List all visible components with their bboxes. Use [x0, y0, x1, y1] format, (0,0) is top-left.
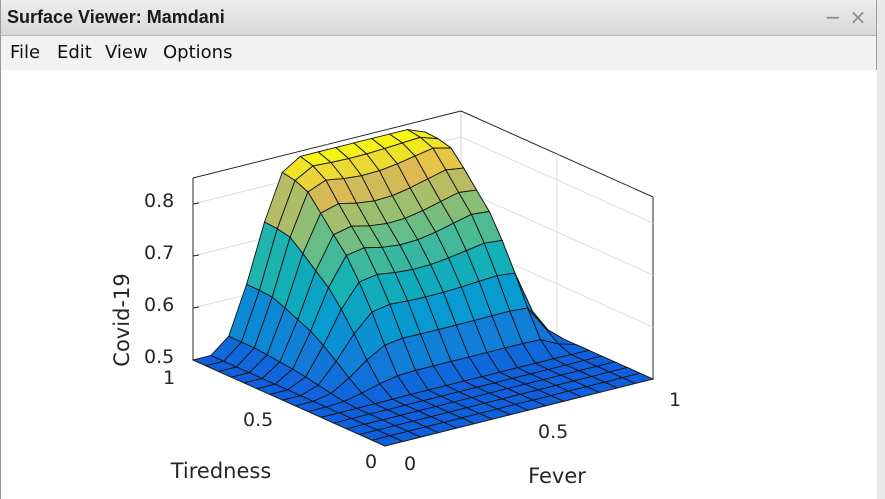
- x-axis-line: [384, 378, 654, 447]
- z-tick: [192, 254, 200, 257]
- y-tick-label: 1: [163, 367, 175, 389]
- x-tick-label: 0: [404, 453, 416, 475]
- menu-edit[interactable]: Edit: [57, 42, 92, 63]
- title-bar[interactable]: Surface Viewer: Mamdani − ×: [1, 0, 876, 36]
- z-tick: [192, 306, 200, 309]
- minimize-icon[interactable]: −: [824, 5, 842, 29]
- menu-file[interactable]: File: [10, 42, 41, 63]
- z-tick-label: 0.7: [144, 242, 174, 264]
- y-tick-label: 0: [365, 451, 377, 473]
- axes-box-front: [192, 202, 654, 447]
- z-axis-label: Covid-19: [110, 273, 134, 366]
- background-window-edge: [877, 0, 885, 499]
- z-tick-label: 0.6: [144, 294, 174, 316]
- y-axis-line: [192, 359, 386, 447]
- window-title: Surface Viewer: Mamdani: [7, 7, 225, 27]
- axes-labels: 0.8 0.7 0.6 0.5 1 0.5 0 0 0.5 1 Covid-19…: [110, 190, 681, 488]
- z-tick-label: 0.5: [144, 346, 174, 368]
- x-axis-label: Fever: [528, 464, 586, 488]
- close-icon[interactable]: ×: [849, 5, 867, 29]
- plot-area[interactable]: 0.8 0.7 0.6 0.5 1 0.5 0 0 0.5 1 Covid-19…: [1, 70, 878, 499]
- x-tick-label: 0.5: [538, 421, 568, 443]
- menu-options[interactable]: Options: [163, 42, 233, 63]
- y-axis-label: Tiredness: [170, 459, 272, 483]
- z-tick: [192, 202, 200, 205]
- menu-view[interactable]: View: [105, 42, 148, 63]
- surface-mesh: [191, 129, 655, 447]
- surface-plot[interactable]: 0.8 0.7 0.6 0.5 1 0.5 0 0 0.5 1 Covid-19…: [1, 70, 878, 499]
- z-tick: [192, 358, 200, 361]
- z-tick-label: 0.8: [144, 190, 174, 212]
- y-tick-label: 0.5: [243, 409, 273, 431]
- x-tick-label: 1: [669, 389, 681, 411]
- menu-bar: File Edit View Options: [1, 36, 876, 70]
